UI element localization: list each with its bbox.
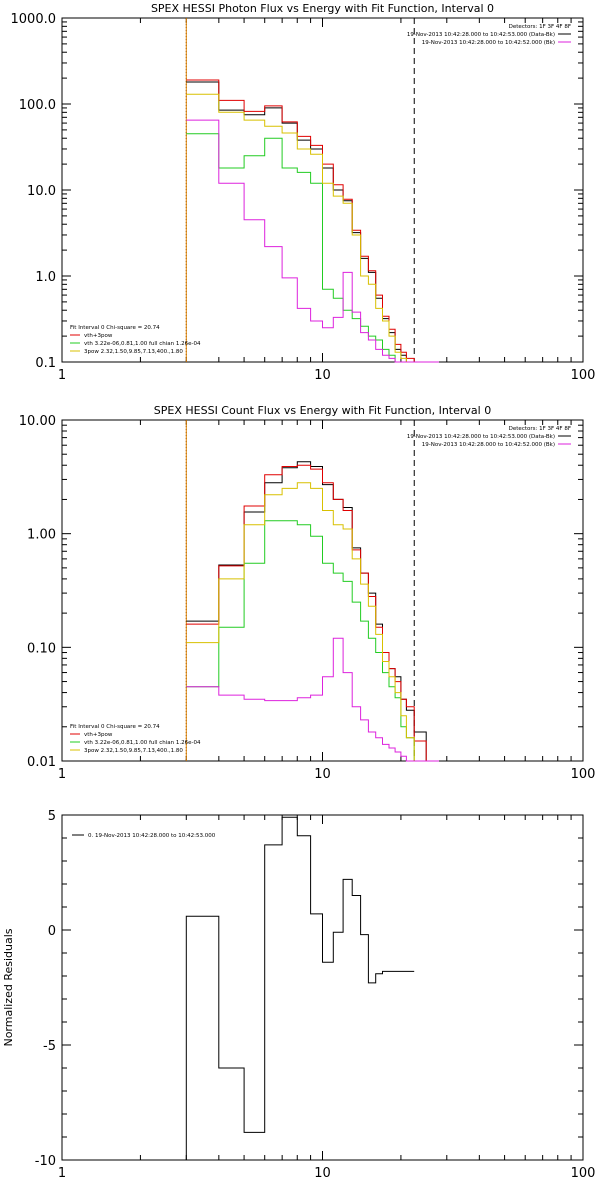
legend-header: Detectors: 1F 3F 4F 8F — [509, 426, 571, 432]
y-tick-label: 10.00 — [19, 414, 56, 429]
x-tick-label: 1 — [58, 767, 66, 782]
series-residuals — [185, 816, 415, 1160]
chart-3: Normalized Residuals 1 10 100 -10 -5 0 5 0. 19-N… — [2, 809, 595, 1181]
y-tick-label: 10.0 — [27, 184, 56, 199]
legend-header: Detectors: 1F 3F 4F 8F — [509, 24, 571, 30]
y-tick-label: 0 — [48, 924, 56, 939]
legend-entry-label: 19-Nov-2013 10:42:28.000 to 10:42:52.000… — [422, 40, 555, 46]
legend-header: Fit Interval 0 Chi-square = 20.74 — [70, 325, 160, 331]
x-tick-label: 1 — [58, 1166, 66, 1181]
legend-entry-label: 19-Nov-2013 10:42:28.000 to 10:42:53.000… — [407, 434, 555, 440]
y-tick-label: 100.0 — [19, 98, 56, 113]
series-green — [186, 520, 439, 762]
series-yellow — [186, 93, 439, 363]
series-magenta — [186, 119, 439, 363]
legend-entry-label: 3pow 2.32,1.50,9.85,7.13,400.,1.80 — [84, 349, 183, 355]
series-yellow — [186, 482, 439, 762]
series-black — [186, 81, 439, 363]
series-green — [186, 133, 439, 363]
legend-entry-label: vth 3.22e-06,0.81,1.00 full chian 1.26e-… — [84, 341, 201, 347]
legend-entry-label: vth+3pow — [84, 333, 113, 339]
series-red — [186, 464, 439, 762]
chart-title: SPEX HESSI Photon Flux vs Energy with Fi… — [151, 2, 494, 15]
y-tick-label: 1000.0 — [11, 12, 57, 27]
chart-title: SPEX HESSI Count Flux vs Energy with Fit… — [154, 404, 491, 417]
legend-header: Fit Interval 0 Chi-square = 20.74 — [70, 724, 160, 730]
chart-1: SPEX HESSI Photon Flux vs Energy with Fi… — [11, 2, 596, 383]
x-tick-label: 100 — [571, 368, 596, 383]
x-tick-label: 10 — [314, 767, 331, 782]
legend-entry-label: 0. 19-Nov-2013 10:42:28.000 to 10:42:53.… — [88, 833, 216, 839]
y-tick-label: 1.00 — [27, 528, 56, 543]
y-tick-label: -10 — [35, 1154, 56, 1169]
plot-frame — [61, 814, 584, 1161]
y-tick-label: 1.0 — [35, 270, 56, 285]
y-tick-label: 0.1 — [35, 356, 56, 371]
y-axis-label: Normalized Residuals — [2, 928, 15, 1046]
legend-entry-label: vth 3.22e-06,0.81,1.00 full chian 1.26e-… — [84, 740, 201, 746]
legend-entry-label: 19-Nov-2013 10:42:28.000 to 10:42:52.000… — [422, 442, 555, 448]
y-tick-label: 0.01 — [27, 755, 56, 770]
legend-entry-label: 19-Nov-2013 10:42:28.000 to 10:42:53.000… — [407, 32, 555, 38]
y-tick-label: 0.10 — [27, 641, 56, 656]
legend-entry-label: 3pow 2.32,1.50,9.85,7.13,400.,1.80 — [84, 748, 183, 754]
x-tick-label: 10 — [314, 368, 331, 383]
y-tick-label: -5 — [43, 1039, 56, 1054]
chart-2: SPEX HESSI Count Flux vs Energy with Fit… — [19, 404, 596, 782]
series-red — [186, 79, 439, 363]
series-magenta — [186, 637, 439, 762]
x-tick-label: 100 — [571, 1166, 596, 1181]
x-tick-label: 1 — [58, 368, 66, 383]
legend-entry-label: vth+3pow — [84, 732, 113, 738]
x-tick-label: 10 — [314, 1166, 331, 1181]
y-tick-label: 5 — [48, 809, 56, 824]
x-tick-label: 100 — [571, 767, 596, 782]
